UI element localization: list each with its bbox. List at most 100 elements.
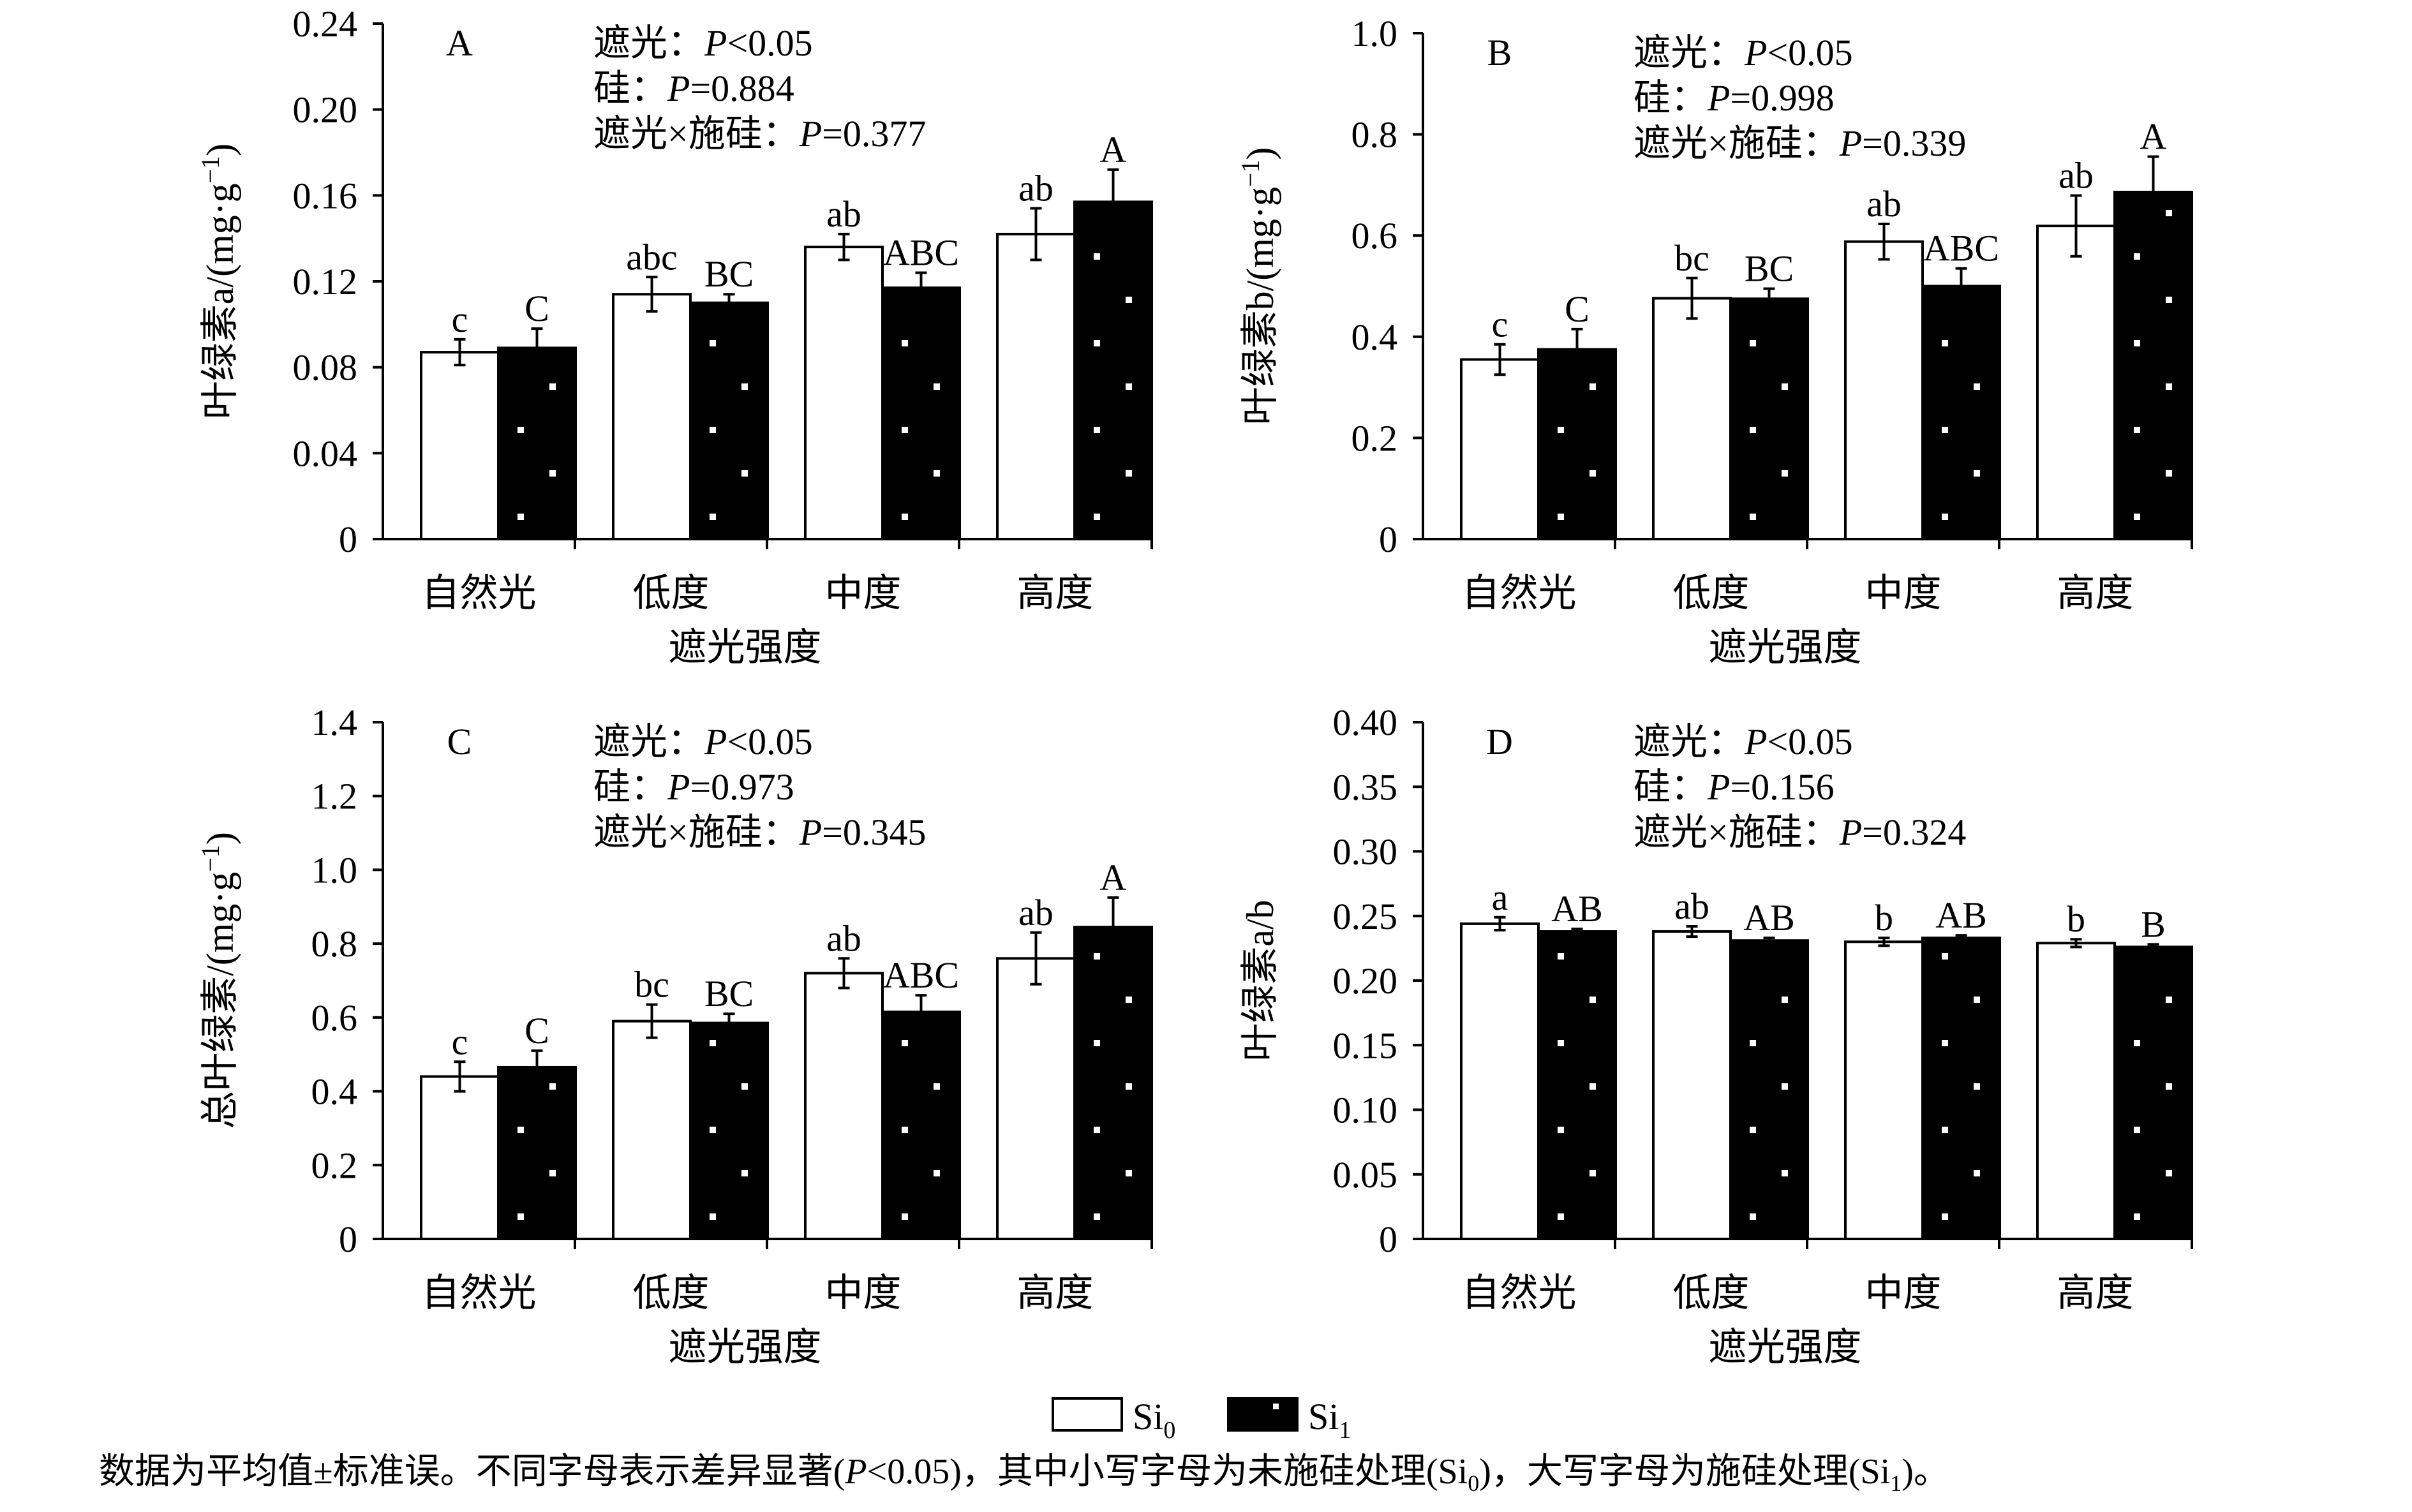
bar-pattern-dot — [1558, 1040, 1564, 1046]
significance-letter: AB — [1551, 888, 1603, 930]
bar-pattern-dot — [1094, 340, 1100, 346]
y-tick-label: 0.4 — [1351, 316, 1398, 358]
x-axis-title: 遮光强度 — [669, 1326, 822, 1368]
bar-pattern-dot — [2134, 253, 2140, 260]
stats-line: 遮光：P<0.05 — [593, 721, 813, 762]
stats-p-symbol: P — [1707, 766, 1730, 808]
stats-p-symbol: P — [1839, 122, 1862, 164]
panel-label: C — [447, 721, 472, 762]
bar-pattern-dot — [1589, 1083, 1596, 1090]
bar-pattern-dot — [1942, 953, 1948, 960]
significance-letter: A — [1100, 857, 1127, 898]
bar-pattern-dot — [741, 470, 748, 477]
caption-sub0: 0 — [1468, 1471, 1480, 1497]
bar-pattern-dot — [1942, 1213, 1948, 1220]
y-tick-label: 0.20 — [1333, 960, 1398, 1002]
caption-part3: )，大写字母为施硅处理(Si — [1479, 1452, 1891, 1492]
stats-line: 遮光×施硅：P=0.377 — [593, 113, 926, 154]
bar-si1 — [1921, 937, 2001, 1241]
x-axis-title: 遮光强度 — [1709, 1326, 1862, 1368]
bar-pattern-dot — [934, 470, 940, 477]
bar-pattern-dot — [517, 1213, 524, 1220]
bar-pattern-dot — [1782, 997, 1788, 1003]
significance-letter: ABC — [883, 232, 959, 274]
bar-pattern-dot — [1974, 997, 1980, 1003]
bar-pattern-dot — [2166, 470, 2172, 477]
significance-letter: AB — [1743, 897, 1795, 938]
stats-value: <0.05 — [727, 721, 812, 762]
y-tick-label: 0.04 — [293, 433, 358, 474]
bar-si0 — [1844, 940, 1924, 1240]
bar-pattern-dot — [1126, 1170, 1132, 1176]
x-tick-label: 自然光 — [422, 1272, 537, 1314]
significance-letter: BC — [704, 253, 754, 295]
y-tick-label: 0.35 — [1333, 766, 1398, 808]
y-axis-title-dot: · — [199, 202, 241, 215]
bar-pattern-dot — [1589, 1170, 1596, 1176]
y-tick-label: 0.8 — [1351, 114, 1398, 156]
y-tick-label: 0.20 — [293, 89, 358, 131]
caption-p-symbol: P — [845, 1452, 867, 1492]
stats-value: =0.377 — [822, 113, 926, 154]
significance-letter: b — [2067, 898, 2085, 940]
y-axis-title-close: ) — [199, 144, 241, 156]
y-axis-title: 叶绿素b/(mg·g−1) — [1236, 147, 1281, 426]
bar-pattern-dot — [741, 1083, 748, 1090]
bar-si0 — [804, 246, 884, 540]
stats-value: =0.998 — [1730, 77, 1834, 119]
bar-pattern-dot — [1942, 1127, 1948, 1133]
y-axis-title-main: 叶绿素a/(mg — [199, 215, 241, 419]
significance-letter: A — [2140, 115, 2167, 157]
bar-pattern-dot — [1558, 1127, 1564, 1133]
significance-letter: c — [452, 299, 468, 340]
y-axis-title-main: 总叶绿素/(mg — [199, 904, 241, 1129]
bar-pattern-dot — [1126, 1083, 1132, 1090]
stats-value: =0.324 — [1862, 812, 1966, 853]
bar-si0 — [2036, 942, 2116, 1241]
significance-letter: a — [1492, 877, 1508, 918]
bar-si0 — [1652, 930, 1732, 1241]
panel-label: B — [1487, 32, 1512, 73]
y-tick-label: 0.15 — [1333, 1025, 1398, 1066]
stats-line: 遮光：P<0.05 — [1634, 721, 1853, 762]
bar-si1 — [1073, 200, 1153, 540]
stats-p-symbol: P — [704, 721, 727, 762]
significance-letter: b — [1875, 897, 1893, 938]
bar-pattern-dot — [2134, 514, 2140, 520]
bar-pattern-dot — [517, 427, 524, 433]
significance-letter: ab — [826, 193, 861, 235]
bar-pattern-dot — [1782, 383, 1788, 390]
x-tick-label: 自然光 — [1462, 572, 1577, 614]
stats-name: 遮光： — [593, 22, 704, 64]
panel-label: D — [1486, 721, 1513, 762]
stats-value: =0.339 — [1862, 122, 1966, 164]
bar-si1 — [881, 1011, 961, 1241]
y-tick-label: 1.2 — [311, 776, 358, 817]
bar-pattern-dot — [1094, 953, 1100, 960]
y-axis-title: 叶绿素a/(mg·g−1) — [196, 144, 241, 419]
y-axis-title: 叶绿素a/b — [1239, 900, 1281, 1061]
significance-letter: B — [2141, 903, 2166, 945]
y-tick-label: 0.4 — [311, 1071, 358, 1113]
y-axis-title-exp: −1 — [1236, 160, 1265, 188]
stats-name: 遮光×施硅： — [593, 812, 800, 853]
y-axis-title-g: g — [199, 183, 241, 202]
legend-swatch-si1-dot — [1273, 1404, 1279, 1409]
y-tick-label: 0.05 — [1333, 1154, 1398, 1196]
bar-pattern-dot — [902, 340, 908, 346]
bar-si1 — [881, 286, 961, 540]
stats-name: 硅： — [593, 68, 667, 109]
bar-pattern-dot — [2134, 1040, 2140, 1046]
bar-si1 — [497, 346, 577, 540]
bar-si1 — [2113, 191, 2193, 540]
bar-pattern-dot — [1589, 383, 1596, 390]
significance-letter: C — [1565, 288, 1589, 330]
legend-label-si0: Si0 — [1133, 1396, 1175, 1444]
stats-line: 硅：P=0.884 — [593, 68, 794, 109]
y-tick-label: 0.2 — [1351, 417, 1398, 459]
x-tick-label: 高度 — [2057, 1272, 2134, 1314]
bar-pattern-dot — [1782, 1170, 1788, 1176]
bar-pattern-dot — [741, 383, 748, 390]
